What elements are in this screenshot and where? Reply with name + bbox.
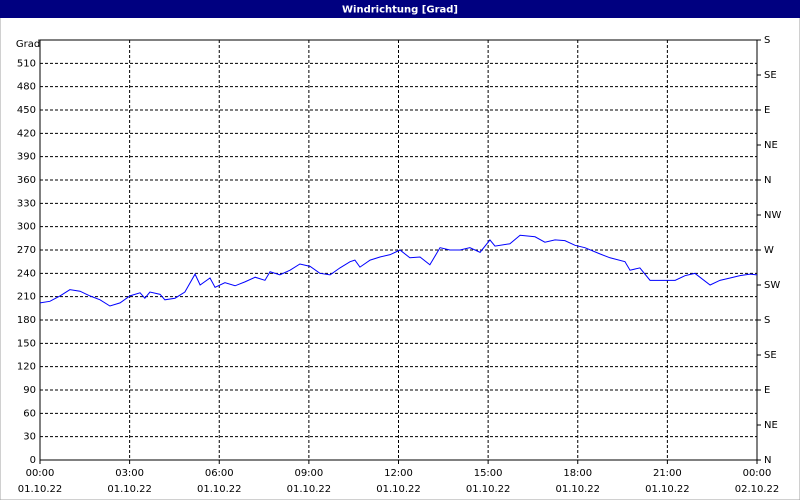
- y2-tick-label: W: [764, 245, 774, 256]
- y-axis-label: Grad: [16, 39, 40, 50]
- y2-tick-label: NW: [764, 210, 781, 221]
- y2-tick-label: NE: [764, 140, 778, 151]
- y-tick-label: 120: [17, 362, 36, 373]
- y-tick-label: 150: [17, 338, 36, 349]
- y2-tick-label: E: [764, 105, 770, 116]
- y-tick-label: 60: [23, 408, 36, 419]
- y-tick-label: 390: [17, 152, 36, 163]
- x-tick-label: 15:00: [474, 468, 503, 479]
- y-tick-label: 0: [30, 455, 36, 466]
- x-tick-label: 09:00: [294, 468, 323, 479]
- y2-tick-label: S: [764, 315, 770, 326]
- x-tick-label: 03:00: [115, 468, 144, 479]
- plot-border: [39, 39, 758, 461]
- x-tick-label: 18:00: [563, 468, 592, 479]
- x-tick-date: 01.10.22: [107, 484, 152, 495]
- y-tick-label: 210: [17, 292, 36, 303]
- x-tick-date: 01.10.22: [645, 484, 690, 495]
- y-tick-label: 480: [17, 82, 36, 93]
- title-bar: [0, 0, 800, 18]
- x-tick-date: 01.10.22: [555, 484, 600, 495]
- x-tick-label: 12:00: [384, 468, 413, 479]
- y-tick-label: 180: [17, 315, 36, 326]
- y-tick-label: 420: [17, 128, 36, 139]
- y2-tick-label: SW: [764, 280, 780, 291]
- x-tick-label: 00:00: [743, 468, 772, 479]
- y-tick-label: 90: [23, 385, 36, 396]
- y2-tick-label: N: [764, 175, 771, 186]
- y-tick-label: 360: [17, 175, 36, 186]
- y-tick-label: 30: [23, 432, 36, 443]
- chart-title: Windrichtung [Grad]: [342, 5, 458, 16]
- y-tick-label: 450: [17, 105, 36, 116]
- y2-tick-label: SE: [764, 350, 777, 361]
- x-tick-label: 21:00: [653, 468, 682, 479]
- y-tick-label: 270: [17, 245, 36, 256]
- y2-tick-label: N: [764, 455, 771, 466]
- x-tick-date: 01.10.22: [376, 484, 421, 495]
- y-tick-label: 300: [17, 222, 36, 233]
- x-tick-date: 01.10.22: [287, 484, 332, 495]
- data-line: [39, 234, 758, 307]
- y2-tick-label: S: [764, 35, 770, 46]
- y2-tick-label: SE: [764, 70, 777, 81]
- y-tick-label: 510: [17, 58, 36, 69]
- y-tick-label: 240: [17, 268, 36, 279]
- x-tick-date: 01.10.22: [18, 484, 63, 495]
- x-tick-label: 06:00: [205, 468, 234, 479]
- y2-tick-label: NE: [764, 420, 778, 431]
- x-tick-label: 00:00: [26, 468, 55, 479]
- y-tick-label: 330: [17, 198, 36, 209]
- x-tick-date: 01.10.22: [197, 484, 242, 495]
- x-tick-date: 01.10.22: [466, 484, 511, 495]
- y2-tick-label: E: [764, 385, 770, 396]
- x-tick-date: 02.10.22: [735, 484, 780, 495]
